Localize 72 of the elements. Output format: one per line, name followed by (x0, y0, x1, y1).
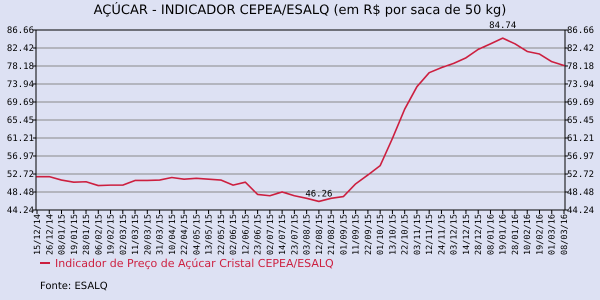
x-tick-label: 20/03/15 (143, 214, 154, 255)
x-tick-label: 22/05/15 (216, 214, 227, 255)
y2-tick-label: 78.18 (567, 62, 594, 72)
y2-tick-label: 82.42 (567, 44, 594, 54)
x-tick-label: 28/01/16 (510, 214, 521, 255)
line-series (36, 37, 565, 202)
x-tick-label: 02/03/15 (118, 214, 129, 255)
x-tick-label: 12/06/15 (241, 214, 252, 255)
y-tick-label: 69.69 (6, 98, 34, 108)
y2-tick-label: 56.97 (567, 152, 594, 162)
legend-label: Indicador de Preço de Açúcar Cristal CEPEA/ESALQ (55, 257, 334, 270)
x-tick-label: 02/07/15 (266, 214, 276, 255)
x-tick-label: 01/03/16 (548, 214, 558, 255)
y-tick-label: 65.45 (6, 116, 34, 126)
x-tick-label: 12/11/15 (425, 214, 436, 255)
x-tick-label: 10/04/15 (168, 214, 178, 255)
x-tick-label: 22/10/15 (400, 214, 411, 255)
x-tick-label: 02/06/15 (229, 214, 240, 255)
x-tick-label: 22/04/15 (180, 214, 190, 255)
x-tick-label: 26/12/14 (45, 214, 56, 255)
y-tick-label: 86.66 (6, 26, 34, 36)
chart-title: AÇÚCAR - INDICADOR CEPEA/ESALQ (em R$ por saca de 50 kg) (94, 1, 506, 18)
x-tick-label: 14/07/15 (278, 214, 288, 255)
x-tick-label: 15/12/14 (33, 214, 43, 255)
x-tick-label: 19/02/16 (535, 214, 546, 255)
source-note: Fonte: ESALQ (40, 281, 108, 292)
x-tick-label: 11/09/15 (352, 214, 362, 255)
x-tick-label: 13/10/15 (388, 214, 398, 255)
x-tick-label: 08/01/16 (486, 214, 496, 255)
x-tick-label: 14/12/15 (462, 214, 472, 255)
x-tick-label: 28/01/15 (82, 214, 92, 255)
x-tick-label: 03/11/15 (412, 214, 423, 255)
x-tick-label: 04/05/15 (192, 214, 202, 255)
y-tick-label: 82.42 (6, 44, 34, 54)
y-tick-label: 73.94 (6, 80, 34, 90)
x-tick-label: 01/09/15 (339, 214, 350, 255)
x-tick-label: 28/12/15 (474, 214, 484, 255)
y2-tick-label: 44.24 (567, 206, 594, 216)
x-tick-label: 06/02/15 (94, 214, 104, 255)
y-tick-label: 44.24 (6, 206, 34, 216)
annotation: 46.26 (305, 189, 332, 200)
x-tick-label: 31/03/15 (156, 214, 166, 255)
x-tick-label: 19/01/15 (70, 214, 80, 255)
y2-tick-label: 61.21 (567, 134, 594, 144)
y-tick-label: 48.48 (6, 188, 34, 198)
x-tick-label: 08/01/15 (58, 214, 68, 255)
y2-tick-label: 52.72 (567, 170, 594, 180)
x-tick-label: 03/12/15 (450, 214, 460, 255)
y-tick-label: 61.21 (6, 134, 34, 144)
y-tick-label: 78.18 (6, 62, 34, 72)
x-tick-label: 12/08/15 (314, 214, 325, 255)
x-tick-label: 21/08/15 (327, 214, 338, 255)
x-tick-label: 01/10/15 (376, 214, 386, 255)
y2-tick-label: 48.48 (567, 188, 594, 198)
y2-tick-label: 69.69 (567, 98, 594, 108)
x-tick-label: 13/05/15 (204, 214, 215, 255)
x-tick-label: 22/09/15 (364, 214, 374, 255)
x-tick-label: 24/11/15 (437, 214, 448, 255)
y2-tick-label: 65.45 (567, 116, 594, 126)
y-tick-label: 52.72 (6, 170, 34, 180)
annotation: 84.74 (489, 21, 516, 31)
x-tick-label: 08/03/16 (560, 214, 570, 255)
y2-tick-label: 73.94 (567, 80, 594, 90)
y2-tick-label: 86.66 (567, 26, 594, 36)
x-tick-label: 03/08/15 (302, 214, 313, 255)
x-tick-label: 11/03/15 (131, 214, 142, 255)
x-tick-label: 23/06/15 (254, 214, 264, 255)
x-tick-label: 23/07/15 (290, 214, 300, 255)
x-tick-label: 10/02/16 (523, 214, 534, 255)
x-tick-label: 19/02/15 (106, 214, 117, 255)
y-tick-label: 56.97 (6, 152, 34, 162)
x-tick-label: 19/01/16 (498, 214, 509, 255)
